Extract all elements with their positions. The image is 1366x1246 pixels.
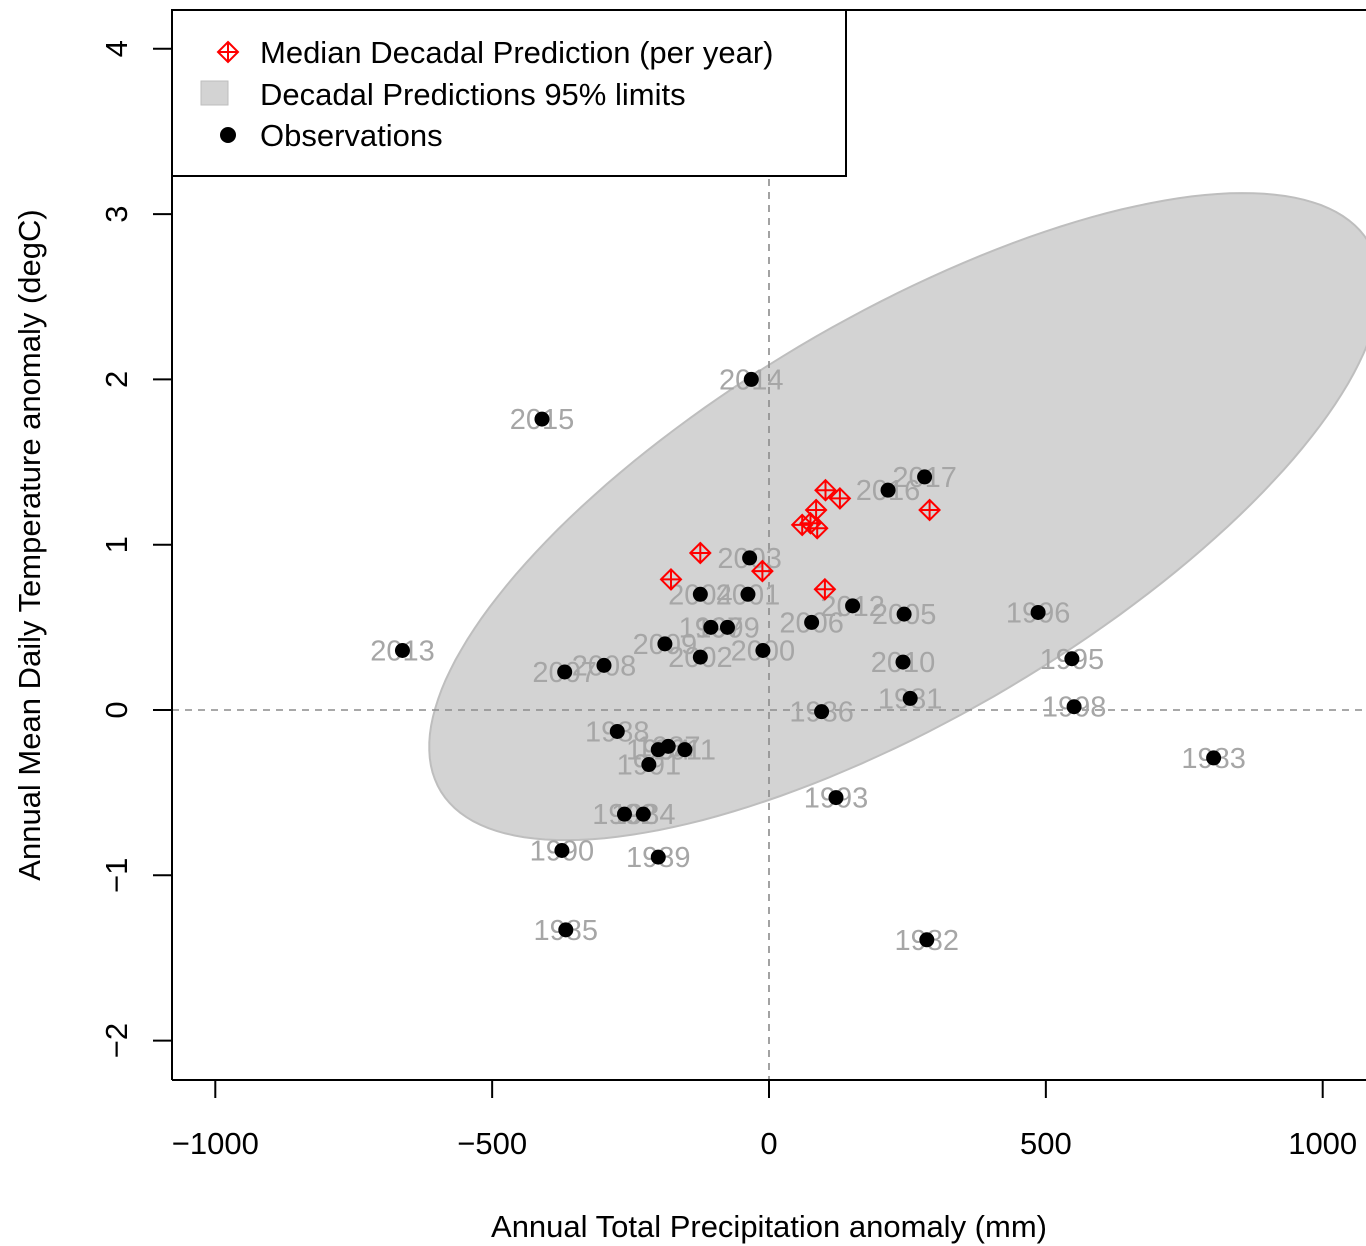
legend-limits-swatch: [200, 80, 229, 106]
observation-point: [677, 742, 693, 758]
legend-observation-marker: [220, 127, 236, 143]
legend-label-limits: Decadal Predictions 95% limits: [260, 77, 686, 112]
observation-point: [919, 932, 935, 948]
prediction-point: [750, 559, 774, 583]
y-tick-label: 3: [99, 205, 134, 222]
x-tick-label: 0: [760, 1126, 777, 1161]
observation-point: [743, 371, 759, 387]
prediction-point: [814, 478, 837, 502]
observation-point: [755, 642, 771, 658]
y-tick-label: −2: [99, 1023, 134, 1058]
observation-point: [534, 411, 550, 427]
y-tick-label: −1: [99, 858, 134, 893]
observation-point: [1206, 750, 1222, 766]
y-tick-label: 2: [99, 371, 134, 388]
y-tick-label: 0: [99, 701, 134, 718]
prediction-point: [688, 541, 712, 565]
observation-point: [740, 586, 756, 602]
observation-point: [596, 657, 612, 673]
legend-prediction-marker: [216, 40, 240, 64]
observation-point: [845, 598, 861, 614]
observation-point: [657, 636, 673, 652]
observation-point: [554, 843, 570, 859]
legend-box: [171, 9, 847, 177]
observation-point: [880, 482, 896, 498]
prediction-point: [918, 498, 942, 522]
observation-point: [641, 757, 657, 773]
x-tick-label: 500: [1020, 1126, 1072, 1161]
legend: Median Decadal Prediction (per year) Dec…: [171, 9, 847, 177]
y-tick-label: 4: [99, 40, 134, 57]
prediction-point: [805, 516, 829, 540]
legend-label-observations: Observations: [260, 118, 443, 153]
observation-point: [1066, 699, 1082, 715]
observation-point: [1030, 604, 1046, 620]
prediction-point: [813, 577, 837, 601]
observation-point: [635, 806, 651, 822]
x-tick-label: −500: [457, 1126, 527, 1161]
observation-point: [650, 742, 666, 758]
observation-point: [896, 606, 912, 622]
observation-point: [917, 469, 933, 485]
observation-point: [692, 649, 708, 665]
observation-point: [742, 550, 758, 566]
prediction-point: [659, 567, 683, 591]
legend-label-prediction: Median Decadal Prediction (per year): [260, 35, 773, 70]
y-axis-title: Annual Mean Daily Temperature anomaly (d…: [12, 209, 47, 880]
observation-point: [692, 586, 708, 602]
observation-point: [828, 790, 844, 806]
x-axis-title: Annual Total Precipitation anomaly (mm): [491, 1209, 1047, 1244]
observation-point: [1064, 651, 1080, 667]
observation-point: [895, 654, 911, 670]
x-tick-label: −1000: [172, 1126, 259, 1161]
prediction-95-ellipse: [428, 192, 1366, 842]
observation-point: [650, 849, 666, 865]
observation-point: [719, 619, 735, 635]
observation-point: [394, 642, 410, 658]
x-tick-label: 1000: [1288, 1126, 1357, 1161]
observation-point: [616, 806, 632, 822]
y-tick-label: 1: [99, 536, 134, 553]
observation-point: [703, 619, 719, 635]
observation-point: [814, 704, 830, 720]
observation-point: [804, 614, 820, 630]
observation-point: [558, 922, 574, 938]
observation-point: [902, 690, 918, 706]
observation-point: [609, 723, 625, 739]
prediction-point: [828, 486, 852, 510]
observation-point: [557, 664, 573, 680]
